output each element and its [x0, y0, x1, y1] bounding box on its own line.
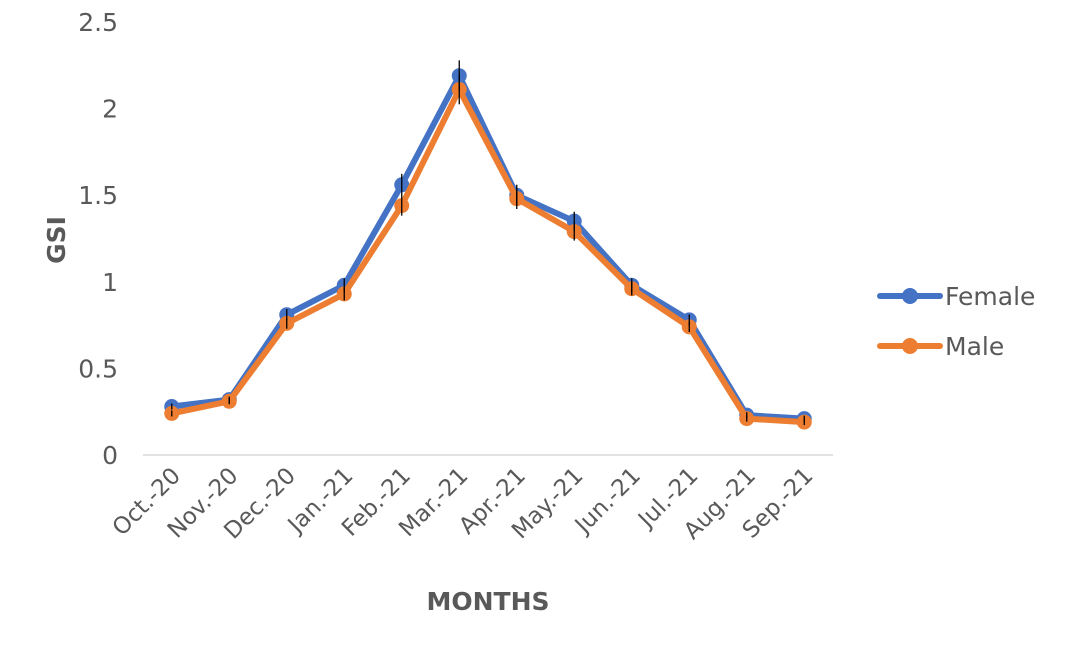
error-bars — [171, 60, 805, 426]
series-layer — [164, 60, 812, 430]
y-axis-ticks: 0 0.5 1 1.5 2 2.5 — [78, 8, 118, 470]
y-tick-label: 1 — [102, 268, 118, 297]
legend-label: Female — [945, 282, 1035, 311]
series-line-female — [168, 72, 808, 422]
y-axis-title: GSI — [42, 216, 71, 264]
legend-swatch-marker — [902, 288, 918, 304]
y-tick-label: 2 — [102, 95, 118, 124]
series-line-male — [168, 86, 808, 426]
y-tick-label: 0 — [102, 441, 118, 470]
x-axis-title: MONTHS — [426, 587, 549, 616]
y-tick-label: 2.5 — [78, 8, 118, 37]
legend-swatch-marker — [902, 338, 918, 354]
y-tick-label: 1.5 — [78, 181, 118, 210]
legend-item-male: Male — [877, 332, 1004, 361]
legend-label: Male — [945, 332, 1004, 361]
x-axis-ticks: Oct.-20Nov.-20Dec.-20Jan.-21Feb.-21Mar.-… — [108, 463, 819, 545]
legend: Female Male — [877, 282, 1035, 361]
y-tick-label: 0.5 — [78, 354, 118, 383]
legend-item-female: Female — [877, 282, 1035, 311]
